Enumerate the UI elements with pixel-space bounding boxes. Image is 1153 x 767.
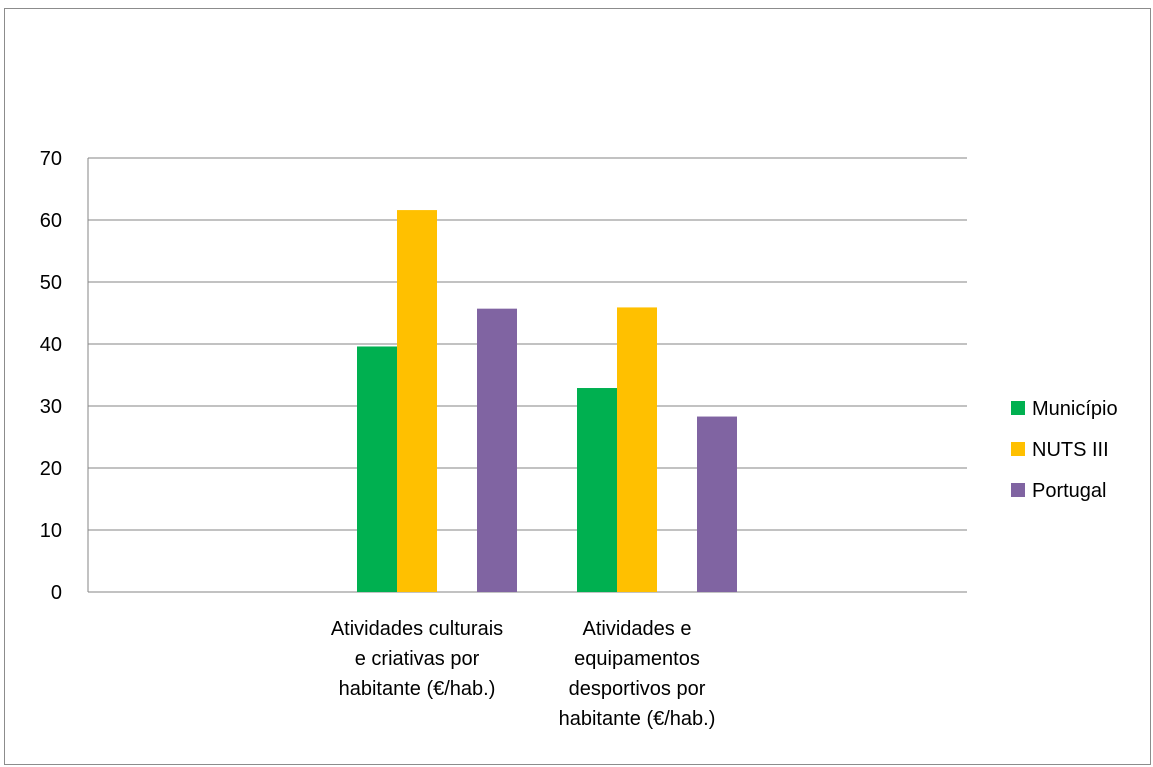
chart-frame	[4, 8, 1151, 765]
bar-portugal-2	[697, 416, 737, 592]
y-tick-label: 0	[51, 582, 62, 604]
y-axis-ticks: 0 10 20 30 40 50 60 70	[40, 148, 62, 604]
bar-nuts-iii-1	[397, 210, 437, 592]
x-axis-categories: Atividades culturais e criativas por habit…	[331, 618, 716, 730]
legend-swatch	[1011, 401, 1025, 415]
legend-label: Município	[1032, 398, 1118, 420]
x-category-label: Atividades culturais e criativas por habit…	[331, 618, 503, 700]
y-tick-label: 10	[40, 520, 62, 542]
legend-label: Portugal	[1032, 480, 1107, 502]
legend-label: NUTS III	[1032, 439, 1109, 461]
y-tick-label: 40	[40, 334, 62, 356]
y-tick-label: 20	[40, 458, 62, 480]
y-tick-label: 50	[40, 272, 62, 294]
legend-swatch	[1011, 442, 1025, 456]
bars	[357, 210, 737, 592]
bar-portugal-1	[477, 308, 517, 592]
y-tick-label: 30	[40, 396, 62, 418]
x-category-label: Atividades e equipamentos desportivos por h…	[559, 618, 716, 730]
y-tick-label: 60	[40, 210, 62, 232]
bar-nuts-iii-2	[617, 307, 657, 592]
gridlines	[87, 157, 967, 593]
y-tick-label: 70	[40, 148, 62, 170]
bar-munic-pio-1	[357, 346, 397, 592]
legend: Município NUTS III Portugal	[1011, 398, 1118, 502]
legend-swatch	[1011, 483, 1025, 497]
bar-munic-pio-2	[577, 388, 617, 592]
